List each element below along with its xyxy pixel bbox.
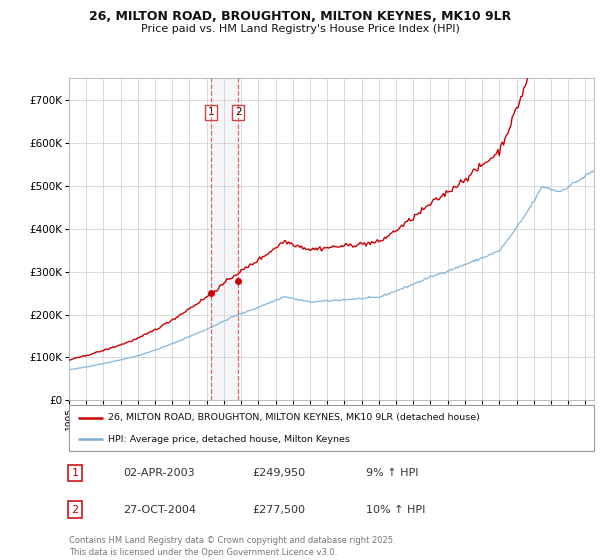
- Text: 2: 2: [71, 505, 79, 515]
- Text: 26, MILTON ROAD, BROUGHTON, MILTON KEYNES, MK10 9LR (detached house): 26, MILTON ROAD, BROUGHTON, MILTON KEYNE…: [109, 413, 480, 422]
- Text: £249,950: £249,950: [252, 468, 305, 478]
- Text: £277,500: £277,500: [252, 505, 305, 515]
- Bar: [211, 78, 238, 400]
- Text: 26, MILTON ROAD, BROUGHTON, MILTON KEYNES, MK10 9LR: 26, MILTON ROAD, BROUGHTON, MILTON KEYNE…: [89, 10, 511, 23]
- Text: 1: 1: [71, 468, 79, 478]
- Text: 2: 2: [235, 108, 242, 118]
- Text: Contains HM Land Registry data © Crown copyright and database right 2025.
This d: Contains HM Land Registry data © Crown c…: [69, 536, 395, 557]
- Text: Price paid vs. HM Land Registry's House Price Index (HPI): Price paid vs. HM Land Registry's House …: [140, 24, 460, 34]
- Text: 02-APR-2003: 02-APR-2003: [123, 468, 194, 478]
- Text: 10% ↑ HPI: 10% ↑ HPI: [366, 505, 425, 515]
- Text: 27-OCT-2004: 27-OCT-2004: [123, 505, 196, 515]
- Text: 1: 1: [208, 108, 214, 118]
- Text: HPI: Average price, detached house, Milton Keynes: HPI: Average price, detached house, Milt…: [109, 435, 350, 444]
- Text: 9% ↑ HPI: 9% ↑ HPI: [366, 468, 419, 478]
